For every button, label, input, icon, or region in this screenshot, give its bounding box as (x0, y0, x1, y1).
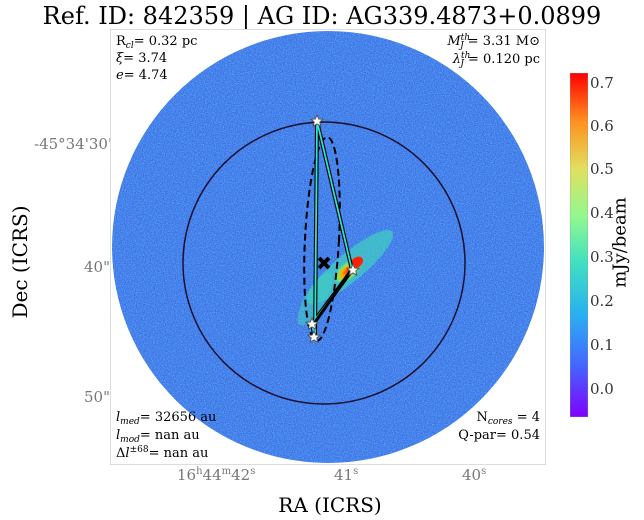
y-tick-label: 50" (84, 388, 110, 406)
core-star-marker (345, 262, 361, 277)
colorbar-tick: 0.1 (590, 336, 614, 354)
colorbar-tick: 0.2 (590, 292, 614, 310)
sky-image-panel: Rcl= 0.32 pc ξ= 3.74 e= 4.74 Mth J = 3.31 … (109, 28, 547, 466)
annotation-lmed: lmed= 32656 au (116, 410, 216, 427)
annotation-rcl: Rcl= 0.32 pc (116, 34, 197, 51)
y-axis-label: Dec (ICRS) (8, 205, 32, 319)
figure-title: Ref. ID: 842359 | AG ID: AG339.4873+0.08… (42, 2, 602, 30)
annotation-jeans-mass: Mth J = 3.31 M⊙ (446, 33, 540, 51)
x-tick-label: 16h44m42s (177, 466, 256, 484)
core-star-marker (304, 316, 320, 331)
colorbar (570, 73, 588, 417)
colorbar-tick: 0.3 (590, 248, 614, 266)
x-tick-label: 40s (462, 466, 487, 484)
core-star-marker (306, 329, 322, 344)
y-tick-label: 40" (84, 258, 110, 276)
colorbar-tick: 0.0 (590, 380, 614, 398)
colorbar-tick: 0.5 (590, 160, 614, 178)
sky-image: Rcl= 0.32 pc ξ= 3.74 e= 4.74 Mth J = 3.31 … (109, 28, 547, 466)
centroid-marker (317, 256, 331, 270)
annotation-lmod: lmod= nan au (116, 428, 200, 445)
annotation-jeans-length: λth J = 0.120 pc (452, 51, 540, 69)
emission-map (112, 31, 544, 463)
y-tick-label: -45°34'30" (34, 135, 115, 153)
clump-circle (182, 121, 466, 405)
x-axis-label: RA (ICRS) (278, 493, 382, 517)
annotation-e: e= 4.74 (116, 68, 168, 83)
annotation-xi: ξ= 3.74 (116, 51, 167, 66)
annotation-qpar: Q-par= 0.54 (458, 428, 540, 443)
colorbar-tick: 0.6 (590, 117, 614, 135)
colorbar-tick: 0.4 (590, 204, 614, 222)
y-axis-label-container: Dec (ICRS) (0, 170, 32, 360)
colorbar-tick: 0.7 (590, 74, 614, 92)
x-tick-label: 41s (334, 466, 359, 484)
core-star-marker (309, 113, 325, 128)
colorbar-label-container: mJy/beam (600, 150, 640, 340)
colorbar-label: mJy/beam (609, 197, 631, 288)
annotation-ncores: Ncores = 4 (476, 410, 540, 427)
